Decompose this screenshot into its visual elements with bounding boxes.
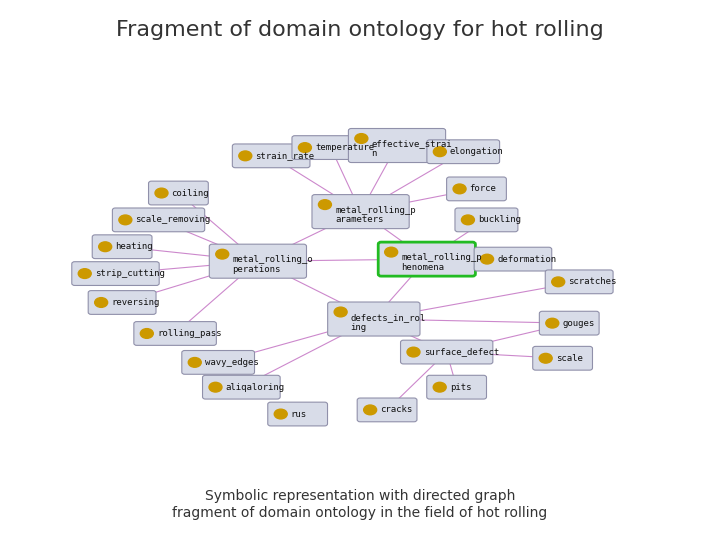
Circle shape xyxy=(299,143,312,152)
Text: fragment of domain ontology in the field of hot rolling: fragment of domain ontology in the field… xyxy=(172,506,548,520)
FancyBboxPatch shape xyxy=(378,242,475,276)
Text: scratches: scratches xyxy=(568,278,616,286)
Text: metal_rolling_p
henomena: metal_rolling_p henomena xyxy=(401,253,482,272)
FancyBboxPatch shape xyxy=(400,340,492,364)
Circle shape xyxy=(95,298,108,307)
FancyBboxPatch shape xyxy=(427,375,487,399)
FancyBboxPatch shape xyxy=(292,136,369,159)
Circle shape xyxy=(481,254,494,264)
Text: buckling: buckling xyxy=(478,215,521,225)
FancyBboxPatch shape xyxy=(72,262,159,286)
FancyBboxPatch shape xyxy=(357,398,417,422)
Text: rus: rus xyxy=(291,409,307,418)
FancyBboxPatch shape xyxy=(92,235,152,259)
FancyBboxPatch shape xyxy=(89,291,156,314)
FancyBboxPatch shape xyxy=(202,375,280,399)
Circle shape xyxy=(433,147,446,157)
Text: rolling_pass: rolling_pass xyxy=(157,329,221,338)
Text: Symbolic representation with directed graph: Symbolic representation with directed gr… xyxy=(204,489,516,503)
Circle shape xyxy=(539,353,552,363)
FancyBboxPatch shape xyxy=(545,270,613,294)
Circle shape xyxy=(355,133,368,143)
Circle shape xyxy=(140,329,153,339)
FancyBboxPatch shape xyxy=(268,402,328,426)
FancyBboxPatch shape xyxy=(446,177,506,201)
FancyBboxPatch shape xyxy=(427,140,500,164)
FancyBboxPatch shape xyxy=(148,181,208,205)
Text: reversing: reversing xyxy=(112,298,160,307)
Text: temperature: temperature xyxy=(315,143,374,152)
Circle shape xyxy=(433,382,446,392)
Circle shape xyxy=(119,215,132,225)
FancyBboxPatch shape xyxy=(455,208,518,232)
FancyBboxPatch shape xyxy=(182,350,255,374)
Circle shape xyxy=(364,405,377,415)
Circle shape xyxy=(99,242,112,252)
Circle shape xyxy=(453,184,466,194)
Circle shape xyxy=(552,277,564,287)
FancyBboxPatch shape xyxy=(539,311,599,335)
Text: defects_in_rol
ing: defects_in_rol ing xyxy=(351,313,426,332)
Circle shape xyxy=(239,151,252,161)
FancyBboxPatch shape xyxy=(328,302,420,336)
Circle shape xyxy=(384,247,397,257)
FancyBboxPatch shape xyxy=(210,244,307,278)
Text: force: force xyxy=(469,184,497,193)
Text: scale: scale xyxy=(556,354,582,363)
Circle shape xyxy=(462,215,474,225)
Circle shape xyxy=(318,200,331,210)
Text: deformation: deformation xyxy=(498,255,557,264)
FancyBboxPatch shape xyxy=(474,247,552,271)
Circle shape xyxy=(189,357,202,367)
FancyBboxPatch shape xyxy=(533,346,593,370)
Text: heating: heating xyxy=(115,242,153,251)
Text: surface_defect: surface_defect xyxy=(423,348,499,356)
Circle shape xyxy=(78,269,91,279)
Text: aliqaloring: aliqaloring xyxy=(225,383,284,391)
Text: strip_cutting: strip_cutting xyxy=(95,269,165,278)
Circle shape xyxy=(407,347,420,357)
Text: pits: pits xyxy=(450,383,472,391)
Text: scale_removing: scale_removing xyxy=(135,215,211,225)
Circle shape xyxy=(216,249,229,259)
Text: metal_rolling_o
perations: metal_rolling_o perations xyxy=(233,255,313,274)
Text: strain_rate: strain_rate xyxy=(256,151,315,160)
Text: coiling: coiling xyxy=(171,188,210,198)
FancyBboxPatch shape xyxy=(134,322,216,346)
FancyBboxPatch shape xyxy=(312,194,409,228)
Circle shape xyxy=(209,382,222,392)
Text: Fragment of domain ontology for hot rolling: Fragment of domain ontology for hot roll… xyxy=(116,19,604,40)
Text: gouges: gouges xyxy=(562,319,595,328)
Text: effective_strai
n: effective_strai n xyxy=(372,139,452,158)
Circle shape xyxy=(155,188,168,198)
FancyBboxPatch shape xyxy=(233,144,310,168)
FancyBboxPatch shape xyxy=(112,208,204,232)
Text: elongation: elongation xyxy=(450,147,504,156)
Circle shape xyxy=(546,318,559,328)
FancyBboxPatch shape xyxy=(348,129,446,163)
Text: cracks: cracks xyxy=(380,406,413,414)
Circle shape xyxy=(274,409,287,419)
Text: wavy_edges: wavy_edges xyxy=(205,358,258,367)
Circle shape xyxy=(334,307,347,317)
Text: metal_rolling_p
arameters: metal_rolling_p arameters xyxy=(335,206,415,224)
